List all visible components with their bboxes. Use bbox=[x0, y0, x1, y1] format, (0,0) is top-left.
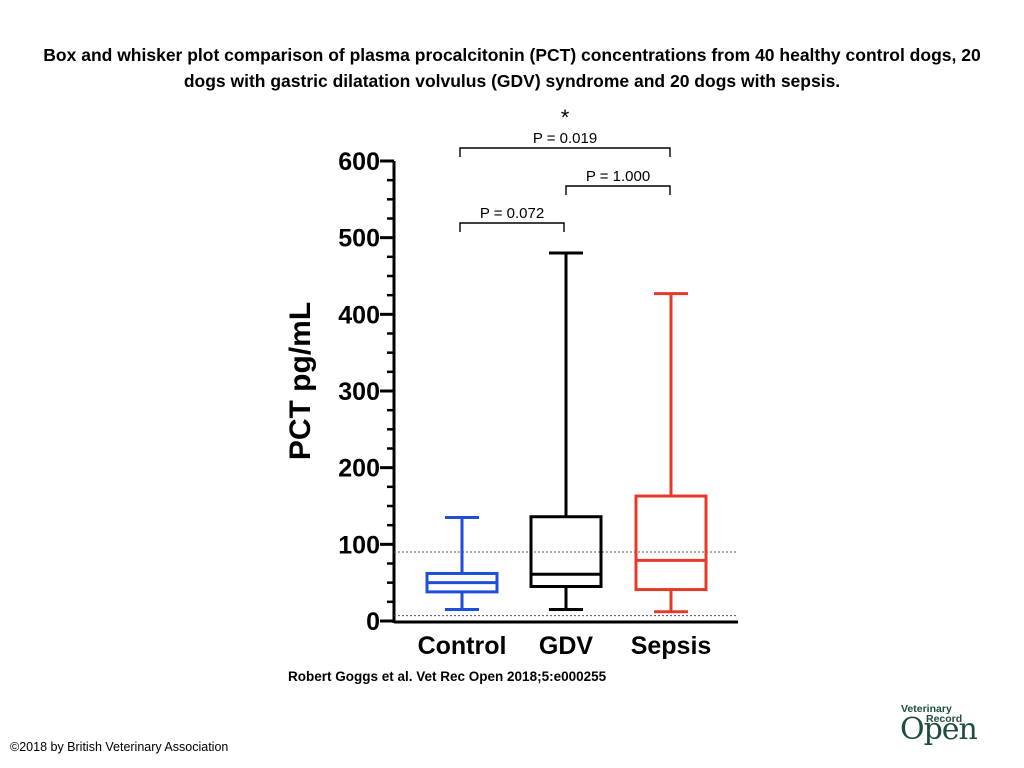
comparison-p-value: P = 1.000 bbox=[586, 168, 650, 185]
x-category-label: Control bbox=[418, 632, 507, 660]
comparison-p-value: P = 0.072 bbox=[480, 205, 544, 222]
slide-title: Box and whisker plot comparison of plasm… bbox=[43, 45, 981, 91]
significance-star: * bbox=[561, 105, 570, 130]
y-axis-label: PCT pg/mL bbox=[288, 302, 317, 460]
figure-panel: 0 100 200 300 400 500 600 PCT pg/mL Control GDV Se… bbox=[288, 104, 738, 664]
veterinary-record-open-logo: Veterinary Record Open bbox=[896, 700, 986, 746]
y-tick-label: 500 bbox=[338, 225, 380, 253]
y-tick-label: 400 bbox=[338, 301, 380, 329]
logo-line-record: Record bbox=[926, 713, 963, 725]
box-sepsis bbox=[634, 494, 708, 592]
box-gdv bbox=[529, 515, 603, 589]
y-tick-label: 100 bbox=[338, 531, 380, 559]
logo-line-open: Open bbox=[900, 712, 978, 747]
comparison-p-value: P = 0.019 bbox=[533, 130, 597, 147]
logo-line-veterinary: Veterinary bbox=[901, 703, 952, 715]
comparison-bracket bbox=[459, 222, 565, 232]
x-category-label: GDV bbox=[539, 632, 594, 660]
comparison-bracket bbox=[565, 185, 671, 195]
x-category-label: Sepsis bbox=[631, 632, 712, 660]
y-tick-label: 0 bbox=[366, 608, 380, 636]
y-tick-label: 200 bbox=[338, 455, 380, 483]
citation: Robert Goggs et al. Vet Rec Open 2018;5:… bbox=[288, 669, 607, 684]
box-plot-chart: 0 100 200 300 400 500 600 PCT pg/mL Control GDV Se… bbox=[288, 105, 738, 660]
comparison-bracket bbox=[459, 147, 671, 157]
y-tick-label: 600 bbox=[338, 148, 380, 176]
copyright-notice: ©2018 by British Veterinary Association bbox=[10, 740, 229, 754]
y-tick-label: 300 bbox=[338, 378, 380, 406]
